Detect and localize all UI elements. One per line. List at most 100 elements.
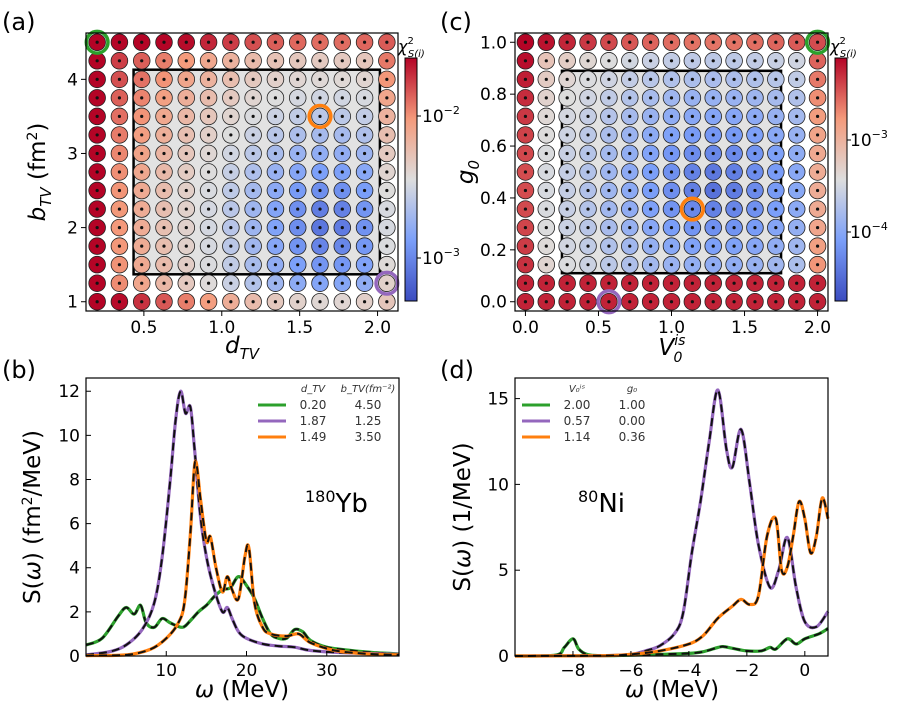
panel-label-a: (a) [2, 8, 35, 36]
grid-point-dot [296, 77, 300, 81]
y-axis-label: bTV (fm2) [25, 123, 55, 222]
grid-point-dot [362, 207, 367, 211]
grid-point-dot [229, 96, 233, 100]
grid-point-dot [544, 77, 548, 81]
grid-point-dot [296, 96, 300, 100]
grid-point-dot [523, 300, 528, 304]
series-fit-line-purple [85, 390, 400, 656]
colorbar-a-label: χ2 S(i) [397, 36, 425, 60]
grid-point-dot [251, 244, 255, 248]
grid-point-dot [273, 96, 278, 100]
grid-point-dot [815, 263, 820, 267]
grid-point-dot [184, 207, 188, 211]
grid-point-dot [140, 207, 144, 211]
grid-point-dot [296, 263, 300, 267]
grid-point-dot [544, 40, 548, 44]
legend-value: 0.00 [619, 414, 646, 428]
grid-point-dot [251, 300, 255, 304]
grid-point-dot [140, 170, 144, 174]
grid-point-dot [162, 96, 166, 100]
grid-point-dot [117, 151, 122, 156]
grid-point-dot [318, 77, 322, 81]
x-axis-label: ω (MeV) [625, 677, 719, 703]
grid-point-dot [815, 281, 820, 285]
grid-point-dot [649, 133, 653, 137]
grid-point-dot [162, 300, 166, 304]
grid-point-dot [318, 133, 322, 137]
grid-point-dot [815, 207, 820, 211]
grid-point-dot [669, 77, 674, 81]
grid-point-dot [690, 281, 694, 285]
grid-point-dot [815, 300, 820, 304]
grid-point-dot [795, 188, 799, 193]
grid-point-dot [296, 226, 300, 230]
grid-point-dot [162, 281, 166, 285]
grid-point-dot [795, 114, 799, 118]
line-plot [85, 389, 400, 658]
grid-point-dot [95, 77, 99, 81]
grid-point-dot [251, 281, 255, 285]
legend-value: 0.57 [564, 414, 591, 428]
grid-point-dot [273, 170, 278, 174]
grid-point-dot [815, 59, 820, 63]
grid-point-dot [523, 188, 528, 193]
grid-point-dot [162, 59, 166, 63]
grid-point-dot [385, 114, 389, 118]
grid-point-dot [607, 96, 611, 100]
grid-point-dot [140, 244, 144, 248]
grid-point-dot [523, 114, 528, 118]
grid-point-dot [523, 59, 528, 63]
grid-point-dot [753, 226, 757, 230]
grid-point-dot [229, 170, 233, 174]
grid-point-dot [565, 188, 569, 193]
grid-point-dot [628, 77, 632, 81]
grid-point-dot [318, 170, 322, 174]
grid-point-dot [649, 114, 653, 118]
grid-point-dot [318, 263, 322, 267]
grid-point-dot [95, 244, 99, 248]
grid-point-dot [690, 151, 694, 156]
grid-point-dot [140, 226, 144, 230]
x-tick-label: −2 [734, 661, 759, 681]
grid-point-dot [753, 151, 757, 156]
legend-value: 1.14 [564, 430, 591, 444]
grid-point-dot [340, 263, 344, 267]
grid-point-dot [586, 263, 590, 267]
grid-point-dot [206, 59, 211, 63]
grid-point-dot [649, 188, 653, 193]
grid-point-dot [607, 207, 611, 211]
grid-point-dot [690, 133, 694, 137]
grid-point-dot [140, 77, 144, 81]
grid-point-dot [795, 151, 799, 156]
grid-point-dot [117, 188, 122, 193]
grid-point-dot [732, 40, 736, 44]
grid-point-dot [95, 188, 99, 193]
grid-point-dot [732, 226, 736, 230]
grid-point-dot [273, 133, 278, 137]
grid-point-dot [340, 188, 344, 193]
grid-point-dot [117, 263, 122, 267]
grid-point-dot [251, 133, 255, 137]
grid-point-dot [140, 96, 144, 100]
grid-point-dot [711, 300, 715, 304]
grid-point-dot [815, 244, 820, 248]
grid-point-dot [628, 226, 632, 230]
grid-point-dot [607, 244, 611, 248]
grid-point-dot [690, 207, 694, 211]
grid-point-dot [669, 188, 674, 193]
grid-point-dot [117, 133, 122, 137]
grid-point-dot [229, 207, 233, 211]
grid-point-dot [753, 96, 757, 100]
colorbar-c-label: χ2 S(i) [829, 36, 857, 60]
grid-point-dot [565, 281, 569, 285]
grid-point-dot [711, 151, 715, 156]
grid-point-dot [753, 300, 757, 304]
grid-point-dot [544, 207, 548, 211]
grid-point-dot [251, 207, 255, 211]
grid-point-dot [586, 77, 590, 81]
grid-point-dot [273, 300, 278, 304]
grid-point-dot [340, 244, 344, 248]
grid-point-dot [711, 133, 715, 137]
y-tick-label: 8 [69, 470, 80, 490]
grid-point-dot [184, 170, 188, 174]
